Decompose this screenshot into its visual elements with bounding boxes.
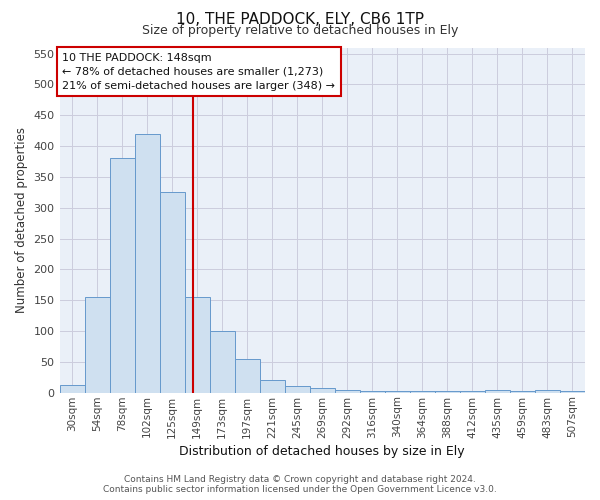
Bar bbox=[485, 390, 510, 392]
Bar bbox=[110, 158, 134, 392]
Bar bbox=[385, 391, 410, 392]
Bar bbox=[285, 386, 310, 392]
Bar bbox=[310, 388, 335, 392]
Bar bbox=[185, 297, 209, 392]
Y-axis label: Number of detached properties: Number of detached properties bbox=[15, 127, 28, 313]
Bar bbox=[410, 391, 435, 392]
Bar bbox=[260, 380, 285, 392]
Bar bbox=[435, 391, 460, 392]
Text: 10 THE PADDOCK: 148sqm
← 78% of detached houses are smaller (1,273)
21% of semi-: 10 THE PADDOCK: 148sqm ← 78% of detached… bbox=[62, 52, 335, 90]
Bar bbox=[535, 390, 560, 392]
Bar bbox=[209, 331, 235, 392]
Bar bbox=[510, 391, 535, 392]
Text: Contains HM Land Registry data © Crown copyright and database right 2024.
Contai: Contains HM Land Registry data © Crown c… bbox=[103, 474, 497, 494]
Text: 10, THE PADDOCK, ELY, CB6 1TP: 10, THE PADDOCK, ELY, CB6 1TP bbox=[176, 12, 424, 28]
Bar bbox=[59, 386, 85, 392]
Bar bbox=[360, 391, 385, 392]
Text: Size of property relative to detached houses in Ely: Size of property relative to detached ho… bbox=[142, 24, 458, 37]
Bar bbox=[235, 359, 260, 392]
Bar bbox=[560, 391, 585, 392]
Bar bbox=[335, 390, 360, 392]
Bar bbox=[85, 297, 110, 392]
X-axis label: Distribution of detached houses by size in Ely: Distribution of detached houses by size … bbox=[179, 444, 465, 458]
Bar bbox=[134, 134, 160, 392]
Bar bbox=[460, 391, 485, 392]
Bar bbox=[160, 192, 185, 392]
